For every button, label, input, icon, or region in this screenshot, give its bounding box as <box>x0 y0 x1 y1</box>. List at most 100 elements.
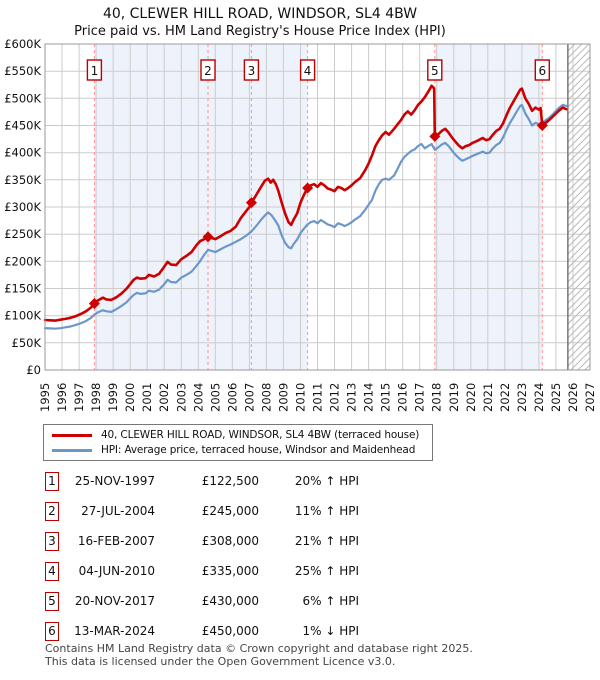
transaction-date: 27-JUL-2004 <box>81 504 155 518</box>
transaction-hpi-delta: 11% ↑ HPI <box>294 504 359 518</box>
x-tick-label: 2007 <box>242 383 256 412</box>
x-tick-label: 2009 <box>276 383 290 412</box>
x-tick-label: 2000 <box>123 383 137 412</box>
transaction-price: £450,000 <box>201 624 259 638</box>
y-tick-label: £200K <box>4 254 41 268</box>
hpi-line <box>43 103 568 330</box>
transaction-date: 25-NOV-1997 <box>74 474 155 488</box>
sale-badge-box-2 <box>200 59 216 81</box>
future-hatch <box>567 44 590 370</box>
transaction-row: 2 27-JUL-2004 £245,000 11% ↑ HPI <box>45 496 565 526</box>
transaction-date: 20-NOV-2017 <box>74 594 155 608</box>
sale-point-1 <box>88 297 100 309</box>
legend-label-hpi: HPI: Average price, terraced house, Wind… <box>101 444 416 456</box>
x-tick-label: 2005 <box>208 383 222 412</box>
x-tick-label: 2025 <box>549 383 563 412</box>
transaction-hpi-delta: 1% ↓ HPI <box>302 624 359 638</box>
x-tick-label: 2008 <box>259 383 273 412</box>
transaction-number-badge: 4 <box>45 561 59 581</box>
page-title: 40, CLEWER HILL ROAD, WINDSOR, SL4 4BW <box>102 6 418 22</box>
sale-point-4 <box>302 182 314 194</box>
transaction-date: 16-FEB-2007 <box>77 534 155 548</box>
footer-line-2: This data is licensed under the Open Gov… <box>45 655 396 668</box>
x-tick-label: 2004 <box>191 383 205 412</box>
transaction-price: £430,000 <box>201 594 259 608</box>
transaction-row: 6 13-MAR-2024 £450,000 1% ↓ HPI <box>45 616 565 646</box>
y-tick-label: £250K <box>4 227 41 241</box>
legend-swatch-price-paid <box>52 433 92 437</box>
x-tick-label: 2014 <box>362 383 376 412</box>
legend-entry-property: 40, CLEWER HILL ROAD, WINDSOR, SL4 4BW (… <box>52 429 432 441</box>
y-tick-label: £50K <box>12 336 42 350</box>
sale-badge-box-5 <box>427 59 443 81</box>
transaction-row: 5 20-NOV-2017 £430,000 6% ↑ HPI <box>45 586 565 616</box>
sale-badge-number-1: 1 <box>91 64 99 78</box>
transaction-date: 04-JUN-2010 <box>78 564 155 578</box>
copyright-footer: Contains HM Land Registry data © Crown c… <box>45 642 473 668</box>
transaction-row: 3 16-FEB-2007 £308,000 21% ↑ HPI <box>45 526 565 556</box>
footer-line-1: Contains HM Land Registry data © Crown c… <box>45 642 473 655</box>
sale-badge-box-4 <box>299 59 316 81</box>
x-tick-label: 2002 <box>157 383 171 412</box>
x-tick-label: 2016 <box>396 383 410 412</box>
y-tick-label: £350K <box>4 173 41 187</box>
sale-badge-number-6: 6 <box>538 64 546 78</box>
sale-number-badges: 1 2 3 4 5 6 <box>86 59 550 81</box>
x-tick-label: 2027 <box>583 383 597 412</box>
transaction-number-badge: 3 <box>45 531 59 551</box>
sale-badge-box-1 <box>86 59 103 81</box>
transaction-number-badge: 6 <box>45 621 59 641</box>
x-tick-label: 2019 <box>447 383 461 412</box>
sale-badge-number-5: 5 <box>431 64 439 78</box>
x-tick-label: 2001 <box>140 383 154 412</box>
x-tick-label: 2020 <box>464 383 478 412</box>
y-tick-label: £400K <box>4 146 41 160</box>
y-tick-label: £450K <box>4 119 41 133</box>
legend-label-price-paid: 40, CLEWER HILL ROAD, WINDSOR, SL4 4BW (… <box>101 429 420 441</box>
y-tick-label: £300K <box>4 200 41 214</box>
x-tick-label: 2010 <box>294 383 308 412</box>
sale-badge-number-3: 3 <box>248 64 256 78</box>
x-tick-label: 1995 <box>38 383 52 412</box>
transaction-number-badge: 1 <box>45 471 59 491</box>
transaction-price: £308,000 <box>201 534 259 548</box>
x-tick-label: 1999 <box>106 383 120 412</box>
transaction-hpi-delta: 20% ↑ HPI <box>294 474 359 488</box>
transaction-price: £335,000 <box>201 564 259 578</box>
x-axis-labels: 1995 1996 1997 1998 1999 2000 2001 2002 2003 2004… <box>38 383 597 412</box>
y-tick-label: £600K <box>4 37 41 51</box>
transaction-price: £122,500 <box>201 474 259 488</box>
x-tick-label: 1996 <box>55 383 69 412</box>
x-tick-label: 1998 <box>89 383 103 412</box>
transaction-number-badge: 5 <box>45 591 59 611</box>
x-tick-label: 2003 <box>174 383 188 412</box>
x-tick-label: 2023 <box>515 383 529 412</box>
x-tick-label: 2022 <box>498 383 512 412</box>
y-tick-label: £500K <box>4 91 41 105</box>
transactions-table: 1 25-NOV-1997 £122,500 20% ↑ HPI 2 27-JUL-200… <box>45 466 565 646</box>
page-subtitle: Price paid vs. HM Land Registry's House … <box>74 24 446 39</box>
x-tick-label: 2006 <box>225 383 239 412</box>
transaction-price: £245,000 <box>201 504 259 518</box>
x-tick-label: 1997 <box>72 383 86 412</box>
x-tick-label: 2017 <box>413 383 427 412</box>
y-tick-label: £0 <box>26 363 41 377</box>
transaction-row: 1 25-NOV-1997 £122,500 20% ↑ HPI <box>45 466 565 496</box>
transaction-hpi-delta: 6% ↑ HPI <box>302 594 359 608</box>
y-tick-label: £550K <box>4 64 41 78</box>
sale-point-2 <box>202 231 214 243</box>
y-tick-label: £150K <box>4 282 41 296</box>
sale-badge-box-6 <box>534 59 550 81</box>
x-tick-label: 2011 <box>311 383 325 412</box>
transaction-number-badge: 2 <box>45 501 59 521</box>
y-axis-labels: £0 £50K £100K £150K £200K £250K £300K £350K £400… <box>4 37 41 377</box>
transaction-hpi-delta: 25% ↑ HPI <box>294 564 359 578</box>
x-tick-label: 2026 <box>566 383 580 412</box>
legend-swatch-hpi <box>52 448 92 452</box>
sale-badge-box-3 <box>243 59 260 81</box>
sale-points <box>88 120 548 309</box>
transaction-hpi-delta: 21% ↑ HPI <box>294 534 359 548</box>
transaction-date: 13-MAR-2024 <box>74 624 155 638</box>
sale-badge-number-4: 4 <box>304 64 312 78</box>
y-tick-label: £100K <box>4 309 41 323</box>
